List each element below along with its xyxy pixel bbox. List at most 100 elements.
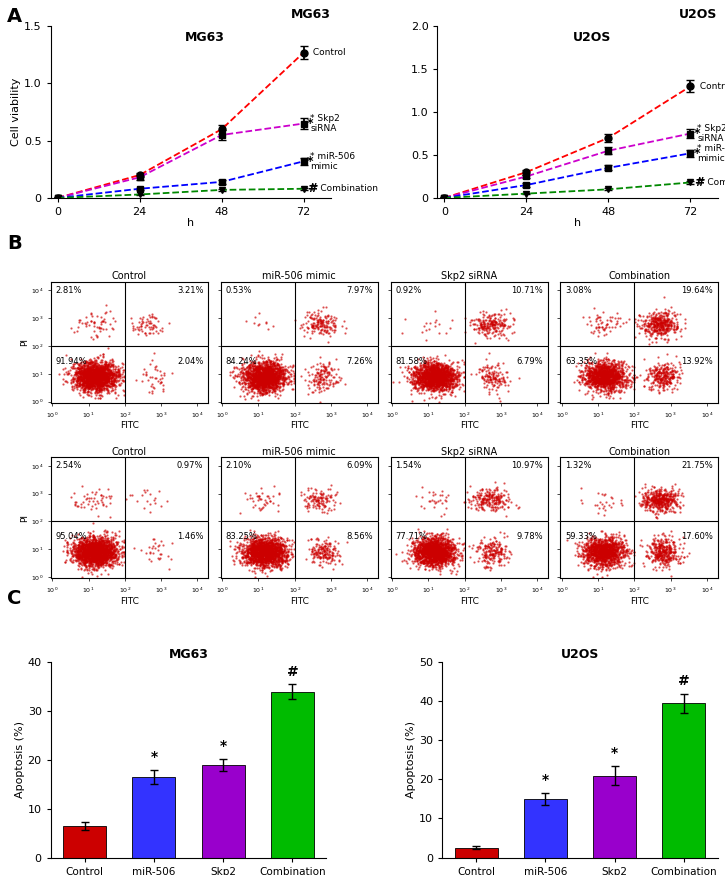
Point <box>249 548 261 562</box>
Point <box>434 374 445 388</box>
Point <box>97 543 109 557</box>
Point <box>268 368 279 382</box>
Point <box>497 374 509 388</box>
Point <box>498 497 510 511</box>
Point <box>88 548 99 562</box>
Point <box>594 543 606 557</box>
Point <box>87 363 99 377</box>
Point <box>432 537 444 551</box>
Point <box>94 546 106 560</box>
Point <box>91 362 103 376</box>
Point <box>414 543 426 557</box>
Point <box>483 499 494 513</box>
Point <box>278 544 289 558</box>
Point <box>434 553 446 567</box>
Point <box>257 373 268 387</box>
Point <box>600 540 612 554</box>
Point <box>439 545 450 559</box>
Point <box>422 536 434 550</box>
Point <box>431 536 443 550</box>
Point <box>602 370 613 384</box>
Point <box>89 550 101 564</box>
Point <box>426 540 437 554</box>
Point <box>259 364 270 378</box>
Point <box>274 367 286 381</box>
Point <box>493 547 505 561</box>
Point <box>147 546 159 560</box>
Point <box>83 548 94 562</box>
Point <box>249 362 260 376</box>
Point <box>90 541 102 555</box>
Point <box>91 365 102 379</box>
Point <box>598 550 610 564</box>
Point <box>254 540 266 554</box>
Point <box>266 358 278 372</box>
Point <box>597 375 608 389</box>
Point <box>262 368 274 382</box>
Point <box>89 366 101 380</box>
Point <box>249 371 260 385</box>
Point <box>249 561 260 575</box>
Point <box>255 367 267 381</box>
Point <box>652 496 664 510</box>
Point <box>96 370 107 384</box>
Point <box>621 364 632 378</box>
Point <box>436 542 448 556</box>
Point <box>602 361 613 375</box>
Point <box>263 531 275 545</box>
Point <box>268 544 279 558</box>
Point <box>93 371 104 385</box>
Point <box>79 355 91 369</box>
Point <box>265 543 276 557</box>
Point <box>67 536 79 550</box>
Point <box>592 369 603 383</box>
Point <box>590 546 602 560</box>
Point <box>666 489 677 503</box>
Point <box>266 549 278 563</box>
Point <box>250 557 262 571</box>
Point <box>594 357 606 371</box>
Point <box>421 554 433 568</box>
Point <box>83 542 95 556</box>
Point <box>286 368 297 382</box>
Point <box>94 362 106 376</box>
Point <box>598 539 610 553</box>
Point <box>660 556 671 570</box>
Point <box>104 546 115 560</box>
Point <box>83 381 95 395</box>
Point <box>407 377 419 391</box>
Point <box>655 494 666 508</box>
Point <box>491 480 502 494</box>
Point <box>256 369 268 383</box>
Point <box>86 379 98 393</box>
Point <box>80 536 92 550</box>
Point <box>108 540 120 554</box>
Point <box>67 542 78 556</box>
Point <box>457 377 468 391</box>
Point <box>649 552 660 566</box>
Point <box>114 361 125 375</box>
Point <box>260 543 271 557</box>
Point <box>86 361 98 375</box>
Point <box>62 364 74 378</box>
Point <box>111 366 123 380</box>
Point <box>647 327 658 341</box>
Point <box>277 368 289 382</box>
Point <box>257 370 269 384</box>
Point <box>458 384 470 398</box>
Point <box>94 364 106 378</box>
Point <box>448 379 460 393</box>
Point <box>429 374 441 388</box>
Point <box>431 543 442 557</box>
Point <box>91 494 103 508</box>
Point <box>273 368 285 382</box>
Point <box>604 533 616 547</box>
Point <box>109 373 121 387</box>
Point <box>484 382 495 396</box>
Point <box>576 550 587 564</box>
Point <box>600 548 612 562</box>
Point <box>62 545 73 559</box>
Point <box>432 545 444 559</box>
Point <box>604 373 616 387</box>
Point <box>589 374 600 388</box>
